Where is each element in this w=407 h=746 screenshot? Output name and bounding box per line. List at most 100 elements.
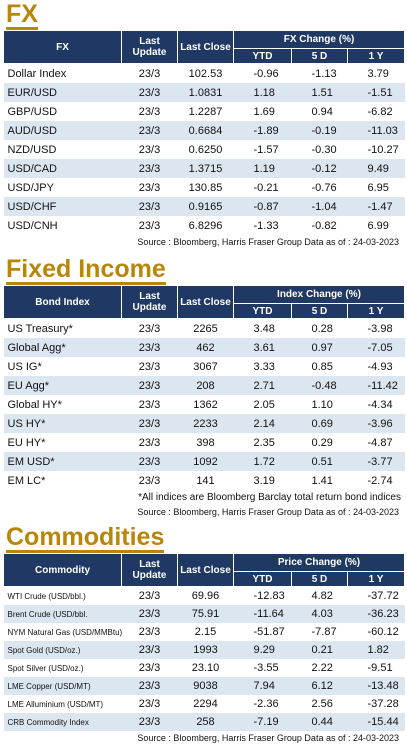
last-close-cell: 1092: [177, 452, 234, 471]
fx-section: FX FX Last Update Last Close FX Change (…: [0, 0, 407, 250]
one-year-cell: -1.47: [347, 197, 405, 216]
one-year-cell: -4.87: [367, 436, 393, 449]
ytd-cell: 1.19: [233, 159, 292, 178]
table-row: NYM Natural Gas (USD/MMBtu) 23/3 2.15 -51.8…: [4, 623, 405, 641]
last-update-cell: 23/3: [121, 452, 178, 471]
fixed-income-section: Fixed Income Bond Index Last Update Last…: [0, 255, 407, 520]
ytd-cell: -0.21: [253, 181, 279, 194]
col-header-1y: 1 Y: [346, 48, 406, 64]
ytd-cell: 3.19: [253, 474, 275, 487]
col-header-ytd: YTD: [233, 571, 292, 587]
table-row: WTI Crude (USD/bbl.) 23/3 69.96 -12.83 4.82 -…: [4, 587, 405, 606]
one-year-cell: -37.72: [367, 590, 399, 602]
last-close-cell: 6.8296: [188, 219, 223, 232]
last-update-cell: 23/3: [121, 197, 178, 216]
one-year-cell: 3.79: [367, 67, 389, 80]
table-row: Spot Silver (USD/oz.) 23/3 23.10 -3.55 2.22 -…: [4, 659, 405, 677]
col-header-name: Bond Index: [3, 285, 122, 319]
one-year-cell: -3.96: [347, 414, 405, 433]
last-update-cell: 23/3: [121, 713, 178, 731]
table-row: US HY* 23/3 2233 2.14 0.69 -3.96: [3, 414, 405, 433]
fx-table: FX Last Update Last Close FX Change (%) …: [3, 30, 406, 235]
five-day-cell: 4.82: [311, 590, 333, 602]
row-name-cell: GBP/USD: [7, 105, 58, 118]
fx-title: FX: [6, 0, 38, 30]
ytd-cell: 1.69: [253, 105, 275, 118]
table-row: LME Alluminium (USD/MT) 23/3 2294 -2.36 2.56…: [4, 695, 405, 713]
col-header-change-group: Price Change (%): [233, 553, 405, 572]
col-header-change-group: FX Change (%): [232, 30, 406, 49]
ytd-cell: -1.33: [253, 219, 279, 232]
ytd-cell: 9.29: [233, 641, 292, 659]
last-update-cell: 23/3: [138, 143, 161, 156]
one-year-cell: -11.03: [347, 121, 405, 140]
five-day-cell: 0.44: [291, 713, 348, 731]
col-header-5d: 5 D: [291, 48, 348, 64]
row-name-cell: Spot Silver (USD/oz.): [7, 663, 84, 673]
one-year-cell: -36.23: [347, 605, 405, 623]
last-update-cell: 23/3: [138, 398, 161, 411]
one-year-cell: 1.82: [347, 641, 405, 659]
last-update-cell: 23/3: [121, 605, 178, 623]
last-update-cell: 23/3: [138, 67, 161, 80]
ytd-cell: -11.64: [233, 605, 292, 623]
table-row: Dollar Index 23/3 102.53 -0.96 -1.13 3.79: [4, 64, 405, 84]
last-update-cell: 23/3: [138, 626, 161, 638]
table-row: LME Copper (USD/MT) 23/3 9038 7.94 6.12 -13.4…: [3, 677, 405, 695]
last-update-cell: 23/3: [121, 121, 178, 140]
last-update-cell: 23/3: [121, 83, 178, 102]
ytd-cell: -0.96: [253, 67, 279, 80]
ytd-cell: -3.55: [253, 662, 279, 674]
last-close-cell: 1.3715: [177, 159, 234, 178]
row-name-cell: Global Agg*: [3, 338, 122, 357]
five-day-cell: -0.76: [311, 181, 337, 194]
five-day-cell: 0.51: [291, 452, 348, 471]
ytd-cell: 2.05: [253, 398, 275, 411]
five-day-cell: -0.12: [291, 159, 348, 178]
commodities-source: Source : Bloomberg, Harris Fraser Group …: [137, 733, 399, 743]
fx-source: Source : Bloomberg, Harris Fraser Group …: [137, 237, 399, 247]
col-header-last-update: Last Update: [121, 285, 178, 319]
five-day-cell: 1.51: [291, 83, 348, 102]
one-year-cell: -3.77: [347, 452, 405, 471]
col-header-last-close: Last Close: [177, 30, 234, 64]
five-day-cell: 1.41: [311, 474, 333, 487]
col-header-last-update: Last Update: [121, 30, 178, 64]
row-name-cell: LME Copper (USD/MT): [3, 677, 122, 695]
table-row: GBP/USD 23/3 1.2287 1.69 0.94 -6.82: [4, 102, 405, 121]
five-day-cell: 4.03: [291, 605, 348, 623]
row-name-cell: LME Alluminium (USD/MT): [7, 699, 104, 709]
five-day-cell: 0.94: [311, 105, 333, 118]
col-header-last-close: Last Close: [177, 553, 234, 587]
ytd-cell: 2.35: [253, 436, 275, 449]
five-day-cell: 0.29: [311, 436, 333, 449]
one-year-cell: -10.27: [367, 143, 399, 156]
last-close-cell: 0.6684: [177, 121, 234, 140]
last-close-cell: 0.9165: [177, 197, 234, 216]
row-name-cell: AUD/USD: [3, 121, 122, 140]
ytd-cell: 3.33: [253, 360, 275, 373]
last-close-cell: 2265: [193, 322, 218, 335]
one-year-cell: -37.28: [367, 698, 399, 710]
last-close-cell: 1362: [193, 398, 218, 411]
table-row: US IG* 23/3 3067 3.33 0.85 -4.93: [4, 357, 405, 376]
five-day-cell: 0.21: [291, 641, 348, 659]
row-name-cell: EM LC*: [7, 474, 46, 487]
fixed-income-note: *All indices are Bloomberg Barclay total…: [138, 492, 401, 503]
row-name-cell: Global HY*: [7, 398, 62, 411]
last-update-cell: 23/3: [121, 338, 178, 357]
row-name-cell: EU HY*: [7, 436, 46, 449]
row-name-cell: NZD/USD: [7, 143, 57, 156]
five-day-cell: -7.87: [311, 626, 337, 638]
row-name-cell: Spot Gold (USD/oz.): [3, 641, 122, 659]
one-year-cell: 9.49: [347, 159, 405, 178]
col-header-5d: 5 D: [291, 571, 348, 587]
last-update-cell: 23/3: [138, 181, 161, 194]
col-header-last-close: Last Close: [177, 285, 234, 319]
last-close-cell: 1993: [177, 641, 234, 659]
last-close-cell: 398: [196, 436, 215, 449]
fixed-income-title: Fixed Income: [6, 255, 166, 285]
last-update-cell: 23/3: [138, 662, 161, 674]
table-row: CRB Commodity Index 23/3 258 -7.19 0.44 -15.4…: [3, 713, 405, 731]
last-close-cell: 102.53: [188, 67, 223, 80]
